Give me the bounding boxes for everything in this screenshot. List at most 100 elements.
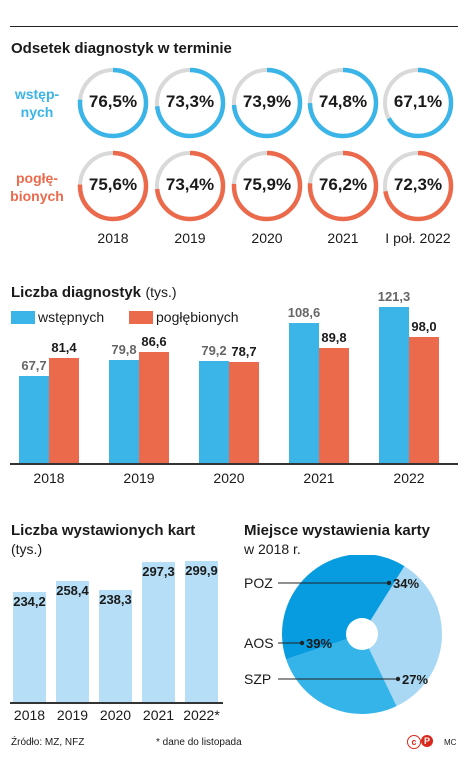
- bar2-value-label: 299,9: [185, 563, 218, 578]
- pie-value-label: 39%: [306, 636, 332, 651]
- ring-value-label: 74,8%: [318, 92, 368, 111]
- bar1-value-label: 86,6: [141, 333, 167, 349]
- ring-0-3: [307, 67, 379, 139]
- rings-title: Odsetek diagnostyk w terminie: [11, 40, 232, 57]
- bar1-bar: [109, 360, 139, 463]
- ring-arc: [154, 67, 226, 139]
- ring-value-label: 76,5%: [88, 92, 138, 111]
- bar1-bar: [409, 336, 439, 463]
- row-label-poglebionych: pogłę- bionych: [4, 169, 70, 205]
- bar1-bar: [139, 351, 169, 463]
- bar1-bar: [289, 323, 319, 463]
- bar1-title: Liczba diagnostyk: [11, 284, 142, 301]
- bar2-bar: [142, 562, 175, 702]
- ring-value-label: 73,3%: [165, 92, 215, 111]
- row-label-wstepnych-a: wstęp-: [14, 86, 60, 102]
- legend-swatch-poglebionych: [129, 311, 153, 324]
- row-label-poglebionych-b: bionych: [10, 188, 64, 204]
- top-rule: [10, 26, 458, 27]
- ring-value-label: 72,3%: [393, 175, 443, 194]
- bar2-bar: [13, 591, 46, 702]
- bar1-legend: wstępnych pogłębionych: [11, 308, 311, 326]
- ring-arc: [231, 150, 303, 222]
- ring-value-label: 67,1%: [393, 92, 443, 111]
- bar2-value-label: 234,2: [13, 593, 46, 609]
- pie-name-label: POZ: [244, 575, 273, 591]
- bar1-unit: (tys.): [145, 284, 177, 300]
- ring-1-1: [154, 150, 226, 222]
- bar1-bar: [49, 358, 79, 463]
- ring-value-label: 76,2%: [318, 175, 368, 194]
- ring-0-1: [154, 67, 226, 139]
- bar1-header: Liczba diagnostyk (tys.): [11, 284, 177, 302]
- ring-arc: [307, 67, 379, 139]
- bar1-bar: [319, 347, 349, 463]
- ring-value-label: 73,4%: [165, 175, 215, 194]
- bar1-category-label: 2022: [393, 470, 425, 486]
- ring-value-label: 73,9%: [242, 92, 292, 111]
- bar1-value-label: 81,4: [51, 340, 77, 356]
- credit-text: MC: [444, 738, 457, 747]
- pie-title: Miejsce wystawienia karty: [244, 522, 430, 539]
- pie-slice-szp: [286, 634, 397, 714]
- legend-swatch-wstepnych: [11, 311, 35, 324]
- row-label-poglebionych-a: pogłę-: [16, 170, 58, 186]
- bar1-value-label: 98,0: [411, 318, 437, 334]
- bar2-bar: [56, 580, 89, 702]
- bar2-title: Liczba wystawionych kart: [11, 522, 196, 539]
- row-label-wstepnych: wstęp- nych: [6, 85, 68, 121]
- pie-slice-poz: [362, 566, 442, 707]
- bar2-bar: [185, 561, 218, 702]
- bar2-value-label: 238,3: [99, 591, 132, 607]
- pie-leader-dot: [395, 676, 401, 682]
- ring-arc: [382, 150, 454, 222]
- bar1-bar: [19, 375, 49, 463]
- ring-1-3: [307, 150, 379, 222]
- bar2-bar: [99, 589, 132, 702]
- bar1-bar: [199, 361, 229, 463]
- bar1-category-label: 2020: [213, 470, 245, 486]
- bar1-axis: [10, 463, 458, 465]
- ring-arc: [382, 67, 454, 139]
- ring-year-label: 2019: [174, 230, 206, 246]
- pie-value-label: 27%: [402, 672, 428, 687]
- bar2-value-label: 297,3: [142, 564, 175, 580]
- ring-1-4: [382, 150, 454, 222]
- bar1-category-label: 2018: [33, 470, 65, 486]
- legend-label-poglebionych: pogłębionych: [156, 309, 239, 325]
- ring-arc: [77, 150, 149, 222]
- ring-year-label: 2020: [251, 230, 283, 246]
- pie-leader-dot: [386, 580, 392, 586]
- pie-name-label: SZP: [244, 671, 271, 687]
- ring-0-0: [77, 67, 149, 139]
- ring-0-4: [382, 67, 454, 139]
- ring-value-label: 75,6%: [88, 175, 138, 194]
- bar1-value-label: 79,2: [201, 343, 227, 359]
- ring-year-label: 2021: [327, 230, 359, 246]
- bar1-bar: [379, 307, 409, 463]
- pie-hole: [346, 618, 378, 650]
- ring-value-label: 75,9%: [242, 175, 292, 194]
- ring-year-label: 2018: [97, 230, 129, 246]
- bar2-unit: (tys.): [11, 541, 43, 557]
- ring-arc: [307, 150, 379, 222]
- bar1-value-label: 67,7: [21, 357, 47, 373]
- footnote-text: * dane do listopada: [156, 737, 242, 748]
- bar1-category-label: 2019: [123, 470, 155, 486]
- ring-1-2: [231, 150, 303, 222]
- row-label-wstepnych-b: nych: [20, 104, 54, 120]
- pie-name-label: AOS: [244, 635, 274, 651]
- bar2-category-label: 2020: [99, 707, 132, 723]
- bar2-axis: [10, 702, 223, 704]
- ring-arc: [77, 67, 149, 139]
- c-circle-icon: c: [407, 735, 421, 749]
- bar1-value-label: 79,8: [111, 342, 137, 358]
- ring-0-2: [231, 67, 303, 139]
- bar1-value-label: 121,3: [377, 289, 411, 304]
- ring-year-label: I poł. 2022: [385, 230, 451, 246]
- copyright-logo: c P: [407, 735, 439, 749]
- bar1-category-label: 2021: [303, 470, 335, 486]
- bar2-value-label: 258,4: [56, 582, 89, 598]
- bar2-category-label: 2018: [13, 707, 46, 723]
- bar1-bar: [229, 361, 259, 463]
